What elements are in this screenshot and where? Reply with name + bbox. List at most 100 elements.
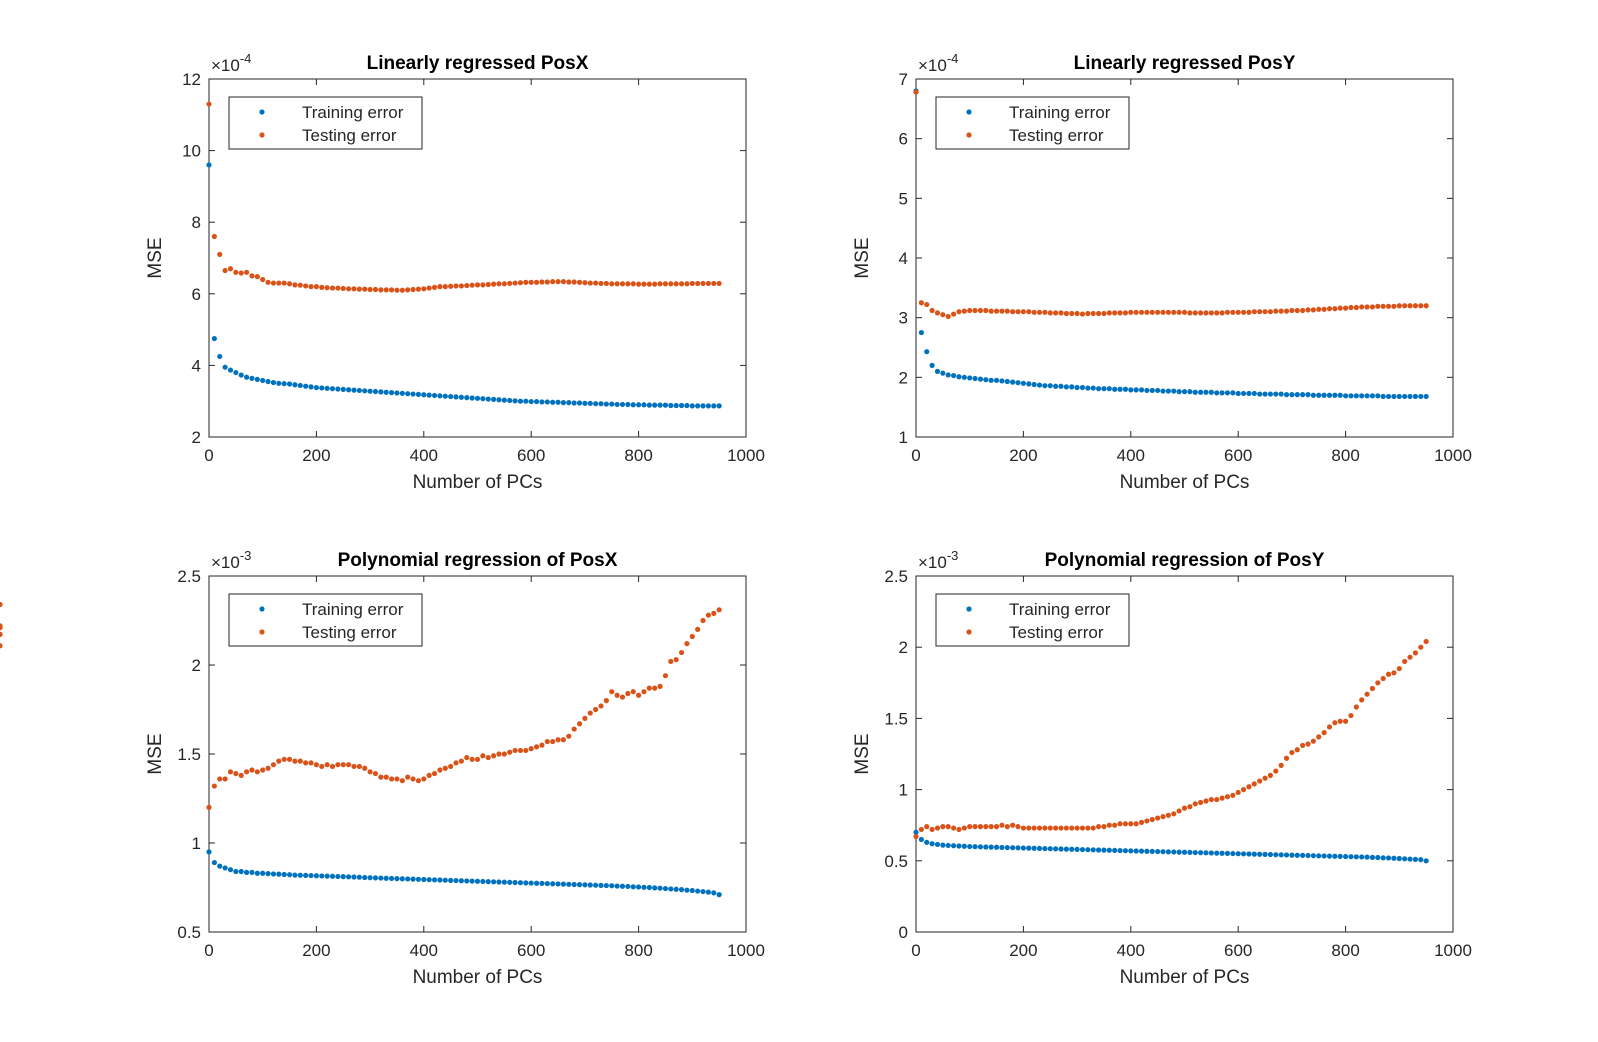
data-point [1106,386,1112,392]
data-point [281,871,287,878]
data-point [227,867,234,873]
data-point [448,393,454,400]
data-point [1171,849,1177,855]
data-point [1047,846,1053,852]
data-point [458,394,464,400]
data-point [587,710,593,716]
data-point [1020,309,1026,315]
data-point [950,843,957,849]
data-point [1128,848,1134,854]
y-tick-label: 1.5 [884,709,908,728]
data-point [1219,390,1225,396]
x-tick-label: 1000 [1434,446,1472,465]
data-point [555,737,561,743]
data-point [351,874,357,880]
data-point [972,844,978,850]
data-point [512,747,518,754]
data-point [1353,854,1359,860]
data-point [1418,644,1424,650]
data-point [641,281,647,287]
data-point [1332,306,1338,312]
data-point [1321,730,1327,736]
data-point [1165,812,1171,818]
series-testing [0,623,1429,840]
data-point [1348,393,1354,399]
data-point [940,312,946,318]
data-point [480,878,486,885]
data-point [1380,675,1386,682]
data-point [1294,392,1300,398]
data-point [1412,856,1419,862]
data-point [1294,307,1300,314]
data-point [1176,389,1182,395]
data-point [1015,380,1021,386]
chart-panel-2: 0 200 400 600 800 1000 1 2 3 4 5 6 7 ×10-4 Linearly re… [852,51,1472,493]
exponent-base: ×10 [211,553,240,572]
data-point [1224,309,1231,315]
data-point [1262,775,1268,781]
data-point [270,871,277,877]
data-point [335,762,341,768]
data-point [1348,712,1354,719]
data-point [1359,393,1365,399]
data-point [292,872,298,878]
data-point [1337,392,1343,398]
data-point [303,383,309,389]
y-tick-label: 2 [899,368,908,387]
data-point [983,824,989,830]
data-point [700,280,706,287]
data-point [260,870,266,876]
data-point [356,874,362,880]
data-point [630,689,636,695]
data-point [464,395,470,401]
data-point [636,281,642,287]
y-axis-label: MSE [145,237,166,278]
data-point [571,726,577,732]
data-point [1026,309,1032,315]
data-point [1171,811,1177,817]
data-point [1332,720,1338,726]
data-point [1203,850,1209,856]
data-point [1058,383,1064,389]
data-point [324,385,330,391]
data-point [993,377,1000,383]
data-point [1402,303,1408,309]
data-point [388,776,395,782]
data-point [1010,379,1016,385]
data-point [1031,381,1037,388]
data-point [367,875,373,881]
data-point [346,286,352,292]
data-point [1273,852,1279,858]
data-point [1101,824,1107,830]
legend-label: Training error [1009,600,1111,619]
data-point [464,282,470,289]
data-point [469,878,475,884]
exponent-label: ×10-3 [918,548,958,572]
data-point [1176,309,1182,315]
data-point [918,329,924,336]
data-point [1310,392,1316,398]
data-point [238,868,244,875]
data-point [598,401,604,407]
data-point [372,388,379,395]
x-tick-label: 400 [410,446,438,465]
data-point [993,308,1000,314]
data-point [560,279,567,285]
data-point [1385,671,1392,677]
x-tick-label: 200 [302,941,330,960]
data-point [1407,393,1413,400]
data-point [550,738,556,745]
data-point [544,279,550,285]
data-point [346,874,352,880]
chart-title: Polynomial regression of PosY [1045,550,1325,571]
x-axis-label: Number of PCs [1120,472,1250,493]
data-point [1235,309,1241,315]
legend-marker [966,109,972,115]
data-point [918,836,924,843]
data-point [652,281,658,287]
data-point [593,401,599,407]
data-point [1063,310,1069,317]
